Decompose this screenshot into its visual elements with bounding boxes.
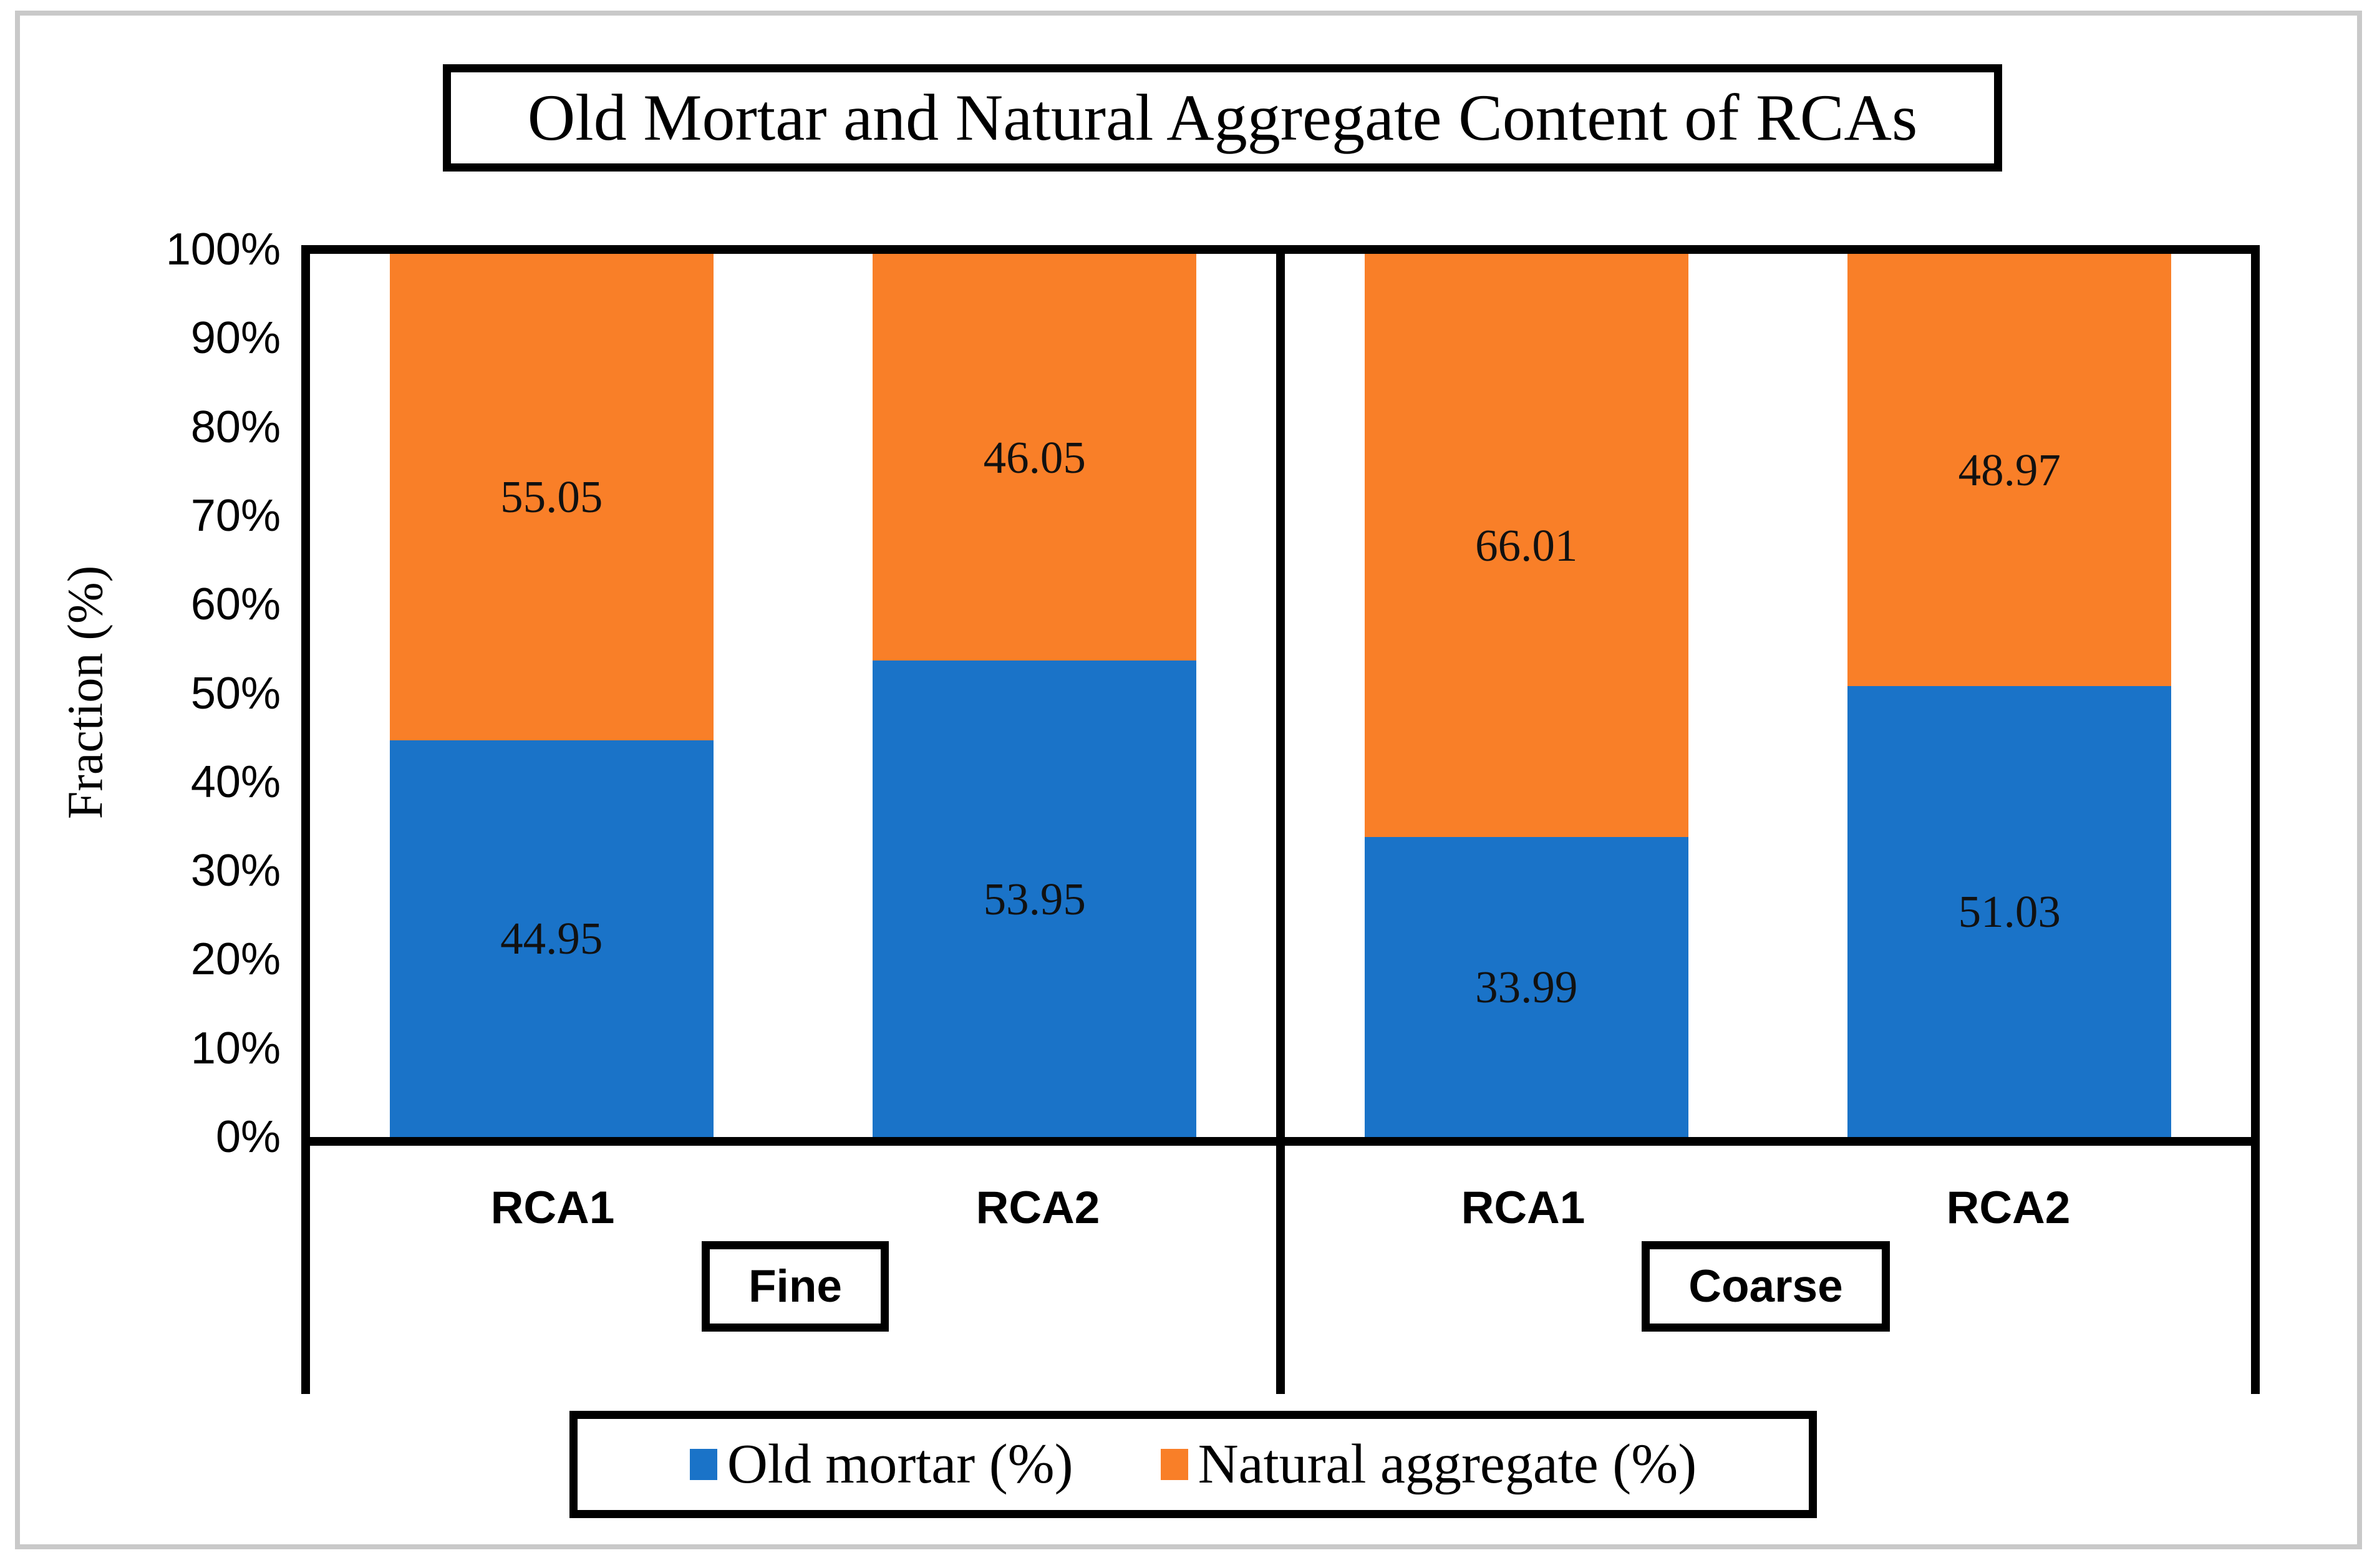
y-tick-label: 10% xyxy=(190,1023,281,1073)
bar-segment: 33.99 xyxy=(1364,836,1688,1137)
y-tick-label: 60% xyxy=(190,579,281,630)
group-label-row: Fine Coarse xyxy=(310,1241,2251,1353)
bar-segment: 66.01 xyxy=(1364,254,1688,837)
bar-segment: 46.05 xyxy=(873,254,1197,661)
category-axis-region: RCA1 RCA2 RCA1 RCA2 Fine Coarse xyxy=(301,1137,2260,1394)
bar-segment: 48.97 xyxy=(1847,254,2172,687)
data-label: 44.95 xyxy=(500,913,603,964)
y-tick-label: 0% xyxy=(215,1112,281,1162)
stacked-bar-fine-rca1: 44.95 55.05 xyxy=(389,254,714,1137)
legend-item-natural-aggregate: Natural aggregate (%) xyxy=(1160,1433,1697,1495)
category-label-row: RCA1 RCA2 RCA1 RCA2 xyxy=(310,1137,2251,1278)
y-tick-label: 80% xyxy=(190,402,281,452)
y-tick-label: 20% xyxy=(190,934,281,985)
category-half: RCA1 RCA2 xyxy=(1280,1137,2251,1278)
group-label-box-coarse: Coarse xyxy=(1642,1241,1890,1332)
y-tick-label: 90% xyxy=(190,313,281,364)
legend-label-natural-aggregate: Natural aggregate (%) xyxy=(1198,1433,1697,1495)
data-label: 53.95 xyxy=(983,873,1086,924)
category-label: RCA1 xyxy=(1461,1182,1585,1233)
chart-title: Old Mortar and Natural Aggregate Content… xyxy=(527,81,1918,154)
legend-box: Old mortar (%) Natural aggregate (%) xyxy=(569,1411,1817,1518)
y-tick-label: 30% xyxy=(190,846,281,896)
plot-area: 44.95 55.05 53.95 46.05 33.99 66.01 51.03 48.97 xyxy=(301,245,2260,1146)
group-divider-line xyxy=(1276,1137,1285,1394)
plot-group-fine: 44.95 55.05 53.95 46.05 xyxy=(310,254,1285,1137)
chart-title-box: Old Mortar and Natural Aggregate Content… xyxy=(443,64,2002,172)
data-label: 55.05 xyxy=(500,472,603,523)
stacked-bar-coarse-rca1: 33.99 66.01 xyxy=(1364,254,1688,1137)
bar-segment: 55.05 xyxy=(389,254,714,740)
y-tick-label: 70% xyxy=(190,490,281,541)
data-label: 48.97 xyxy=(1958,445,2061,496)
stacked-bar-fine-rca2: 53.95 46.05 xyxy=(873,254,1197,1137)
category-label: RCA2 xyxy=(975,1182,1100,1233)
category-label: RCA1 xyxy=(490,1182,615,1233)
group-half: Fine xyxy=(310,1241,1280,1353)
group-half: Coarse xyxy=(1280,1241,2251,1353)
category-half: RCA1 RCA2 xyxy=(310,1137,1280,1278)
stacked-bar-coarse-rca2: 51.03 48.97 xyxy=(1847,254,2172,1137)
y-tick-label: 100% xyxy=(165,225,281,274)
data-label: 51.03 xyxy=(1958,886,2061,937)
y-tick-label: 50% xyxy=(190,668,281,719)
bar-segment: 44.95 xyxy=(389,740,714,1137)
group-label-box-fine: Fine xyxy=(701,1241,889,1332)
data-label: 46.05 xyxy=(983,432,1086,483)
category-label: RCA2 xyxy=(1946,1182,2071,1233)
blue-square-icon xyxy=(689,1449,717,1480)
orange-square-icon xyxy=(1160,1449,1188,1480)
bar-segment: 51.03 xyxy=(1847,686,2172,1137)
plot-group-coarse: 33.99 66.01 51.03 48.97 xyxy=(1285,254,2251,1137)
bar-segment: 53.95 xyxy=(873,661,1197,1137)
legend-item-old-mortar: Old mortar (%) xyxy=(689,1433,1073,1495)
legend-label-old-mortar: Old mortar (%) xyxy=(727,1433,1073,1495)
data-label: 33.99 xyxy=(1475,961,1578,1012)
y-tick-label: 40% xyxy=(190,757,281,807)
data-label: 66.01 xyxy=(1475,520,1578,571)
figure-border-frame xyxy=(15,11,2362,1549)
